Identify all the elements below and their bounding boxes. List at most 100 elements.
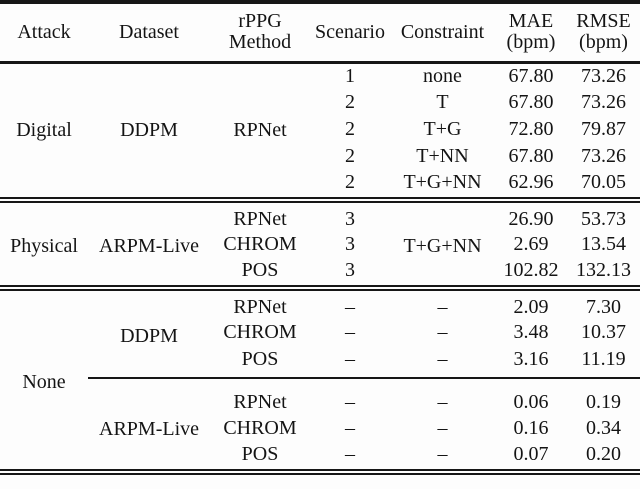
method-cell: POS — [241, 347, 279, 370]
scenario-cell: – — [345, 442, 355, 465]
constraint-cell: T — [436, 91, 449, 113]
method-cell: CHROM — [223, 233, 297, 255]
rmse-cell: 0.34 — [586, 417, 621, 439]
table-row: 2 T+G+NN 62.96 70.05 — [0, 170, 640, 200]
rmse-cell: 70.05 — [581, 170, 626, 193]
dataset-cell: ARPM-Live — [88, 377, 210, 472]
constraint-cell: T+G — [423, 118, 462, 140]
method-cell: CHROM — [223, 417, 297, 439]
scenario-cell: 3 — [345, 258, 355, 281]
scenario-cell: 3 — [345, 207, 355, 230]
scenario-cell: – — [345, 295, 355, 318]
attack-cell: None — [22, 370, 66, 393]
table-row: POS 3 102.82 132.13 — [0, 258, 640, 288]
rmse-cell: 73.26 — [581, 64, 626, 87]
mae-cell: 0.07 — [513, 442, 549, 465]
table-row: Physical ARPM-Live RPNet 3 T+G+NN 26.90 … — [0, 200, 640, 257]
method-cell: POS — [241, 442, 279, 465]
method-cell: RPNet — [210, 377, 310, 415]
mae-cell: 102.82 — [503, 258, 559, 281]
header-row: Attack Dataset rPPG Method Scenario Cons… — [0, 2, 640, 62]
col-header-rppg-method-line1: rPPG — [238, 9, 282, 32]
col-header-constraint: Constraint — [400, 20, 485, 43]
col-header-mae-line1: MAE — [508, 9, 554, 32]
col-header-rmse-line1: RMSE — [576, 9, 631, 32]
col-header-mae: MAE (bpm) — [495, 2, 567, 62]
mae-cell: 67.80 — [508, 64, 554, 87]
table-row: 2 T+G 72.80 79.87 — [0, 116, 640, 143]
constraint-cell: none — [423, 64, 462, 87]
mae-cell: 67.80 — [508, 145, 554, 167]
scenario-cell: 2 — [345, 118, 355, 140]
constraint-cell: – — [437, 295, 448, 318]
col-header-rmse-line2: (bpm) — [579, 31, 628, 54]
col-header-rppg-method: rPPG Method — [210, 2, 310, 62]
constraint-cell: – — [437, 417, 448, 439]
dataset-cell: DDPM — [120, 324, 178, 347]
method-cell: CHROM — [223, 321, 297, 343]
constraint-cell: – — [390, 377, 495, 415]
mae-cell: 2.09 — [513, 295, 549, 318]
mae-cell: 2.69 — [513, 233, 549, 255]
scenario-cell: 3 — [345, 233, 355, 255]
table-row: 2 T 67.80 73.26 — [0, 89, 640, 116]
attack-cell: Physical — [10, 234, 78, 257]
scenario-cell: – — [345, 417, 355, 439]
rmse-cell: 0.19 — [567, 377, 640, 415]
mae-cell: 26.90 — [508, 207, 554, 230]
rmse-cell: 11.19 — [581, 347, 626, 370]
constraint-cell: T+G+NN — [403, 234, 482, 257]
method-cell: RPNet — [233, 207, 287, 230]
rmse-cell: 73.26 — [581, 91, 626, 113]
constraint-cell: T+NN — [416, 145, 469, 167]
table-row: ARPM-Live RPNet – – 0.06 0.19 — [0, 377, 640, 472]
col-header-mae-line2: (bpm) — [506, 31, 556, 54]
constraint-cell: T+G+NN — [403, 170, 482, 193]
mae-cell: 0.16 — [513, 417, 549, 439]
mae-cell: 3.16 — [513, 347, 549, 370]
table-row: POS – – 3.16 11.19 — [0, 346, 640, 378]
scenario-cell: 2 — [345, 170, 355, 193]
rmse-cell: 7.30 — [586, 295, 621, 318]
table-row: CHROM – – 3.48 10.37 — [0, 319, 640, 346]
constraint-cell: – — [437, 321, 448, 343]
table-row: CHROM – – 0.16 0.34 — [0, 415, 640, 442]
rmse-cell: 53.73 — [581, 207, 626, 230]
table-row: None DDPM RPNet – – 2.09 7.30 — [0, 288, 640, 393]
method-cell: RPNet — [233, 118, 287, 141]
rmse-cell: 79.87 — [581, 118, 626, 140]
rmse-cell: 13.54 — [581, 233, 626, 255]
dataset-cell: ARPM-Live — [99, 234, 199, 257]
constraint-cell: – — [437, 442, 448, 465]
mae-cell: 62.96 — [508, 170, 554, 193]
mae-cell: 72.80 — [508, 118, 554, 140]
dataset-cell: DDPM — [120, 118, 178, 141]
col-header-dataset: Dataset — [119, 20, 179, 43]
mae-cell: 67.80 — [508, 91, 554, 113]
rmse-cell: 10.37 — [581, 321, 626, 343]
rmse-cell: 0.20 — [586, 442, 621, 465]
results-table: Attack Dataset rPPG Method Scenario Cons… — [0, 0, 640, 475]
col-header-rmse: RMSE (bpm) — [567, 2, 640, 62]
col-header-rppg-method-line2: Method — [228, 31, 292, 54]
table-row: CHROM 3 2.69 13.54 — [0, 231, 640, 258]
col-header-scenario: Scenario — [315, 20, 385, 43]
col-header-attack: Attack — [17, 20, 71, 43]
table-row: 2 T+NN 67.80 73.26 — [0, 143, 640, 170]
scenario-cell: – — [345, 321, 355, 343]
rmse-cell: 132.13 — [576, 258, 631, 281]
mae-cell: 3.48 — [513, 321, 549, 343]
scenario-cell: – — [345, 347, 355, 370]
scenario-cell: 2 — [345, 91, 355, 113]
scenario-cell: – — [310, 377, 390, 415]
table-row: Digital DDPM RPNet 1 none 67.80 73.26 — [0, 62, 640, 141]
mae-cell: 0.06 — [495, 377, 567, 415]
scenario-cell: 2 — [345, 145, 355, 167]
attack-cell: Digital — [16, 118, 72, 141]
table-row: POS – – 0.07 0.20 — [0, 442, 640, 472]
method-cell: POS — [241, 258, 279, 281]
scenario-cell: 1 — [345, 64, 355, 87]
constraint-cell: – — [437, 347, 448, 370]
method-cell: RPNet — [233, 295, 287, 318]
